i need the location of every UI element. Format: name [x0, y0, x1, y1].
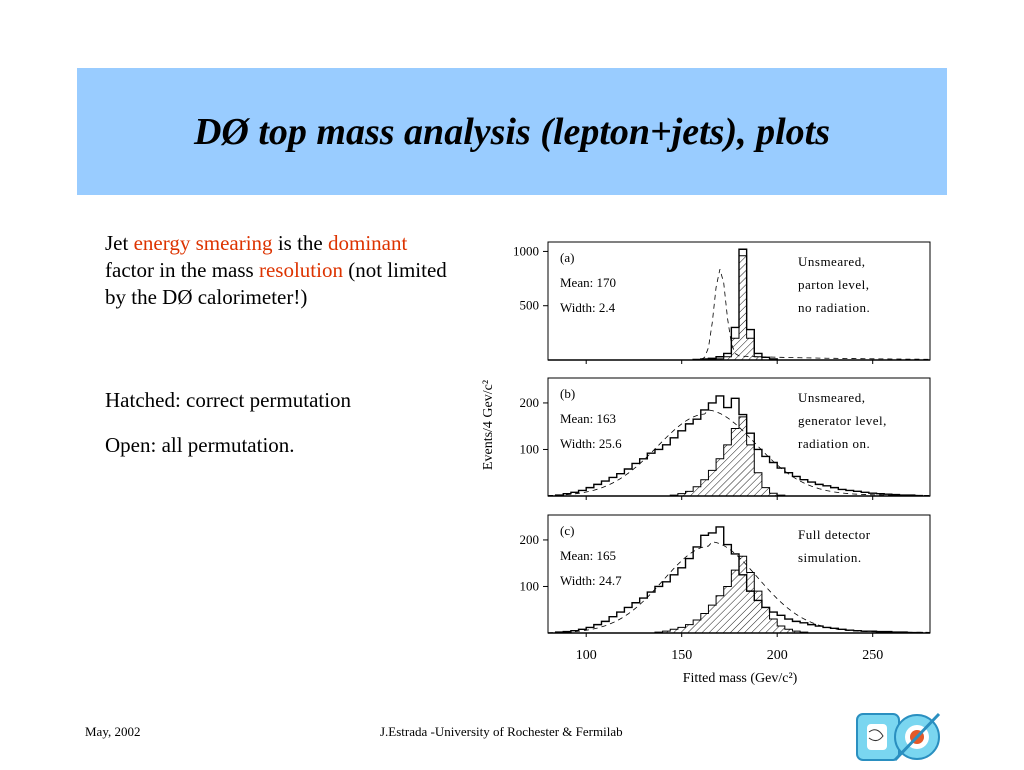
panel-stat: Width: 24.7	[560, 573, 622, 588]
y-tick-label: 200	[520, 532, 540, 547]
panel-label: (b)	[560, 386, 575, 401]
panel-stat: Width: 2.4	[560, 300, 616, 315]
panel-label: (a)	[560, 250, 574, 265]
panel-stat: Mean: 163	[560, 411, 616, 426]
y-tick-label: 500	[520, 298, 540, 313]
panel-stat: Width: 25.6	[560, 436, 622, 451]
body-text: (not limited by the DØ calorimeter!)	[105, 258, 447, 309]
paragraph-open: Open: all permutation.	[105, 433, 295, 457]
open-histogram	[548, 395, 930, 497]
panel-annotation: parton level,	[798, 277, 869, 292]
x-tick-label: 150	[671, 648, 692, 663]
panel-stat: Mean: 165	[560, 548, 616, 563]
histogram-svg: 500 1000 (a) Mean: 170 Width: 2.4 Unsmeared, p…	[481, 241, 931, 686]
dzero-logo	[855, 710, 950, 765]
footer-credit: J.Estrada -University of Rochester & Fer…	[380, 724, 623, 739]
x-tick-label: 200	[767, 648, 788, 663]
panel-label: (c)	[560, 523, 574, 538]
body-text: Jet	[105, 231, 134, 255]
histogram-panel-2: 100 200 (b) Mean: 163 Width: 25.6 Unsmeared, g…	[520, 377, 931, 500]
x-axis-label: Fitted mass (Gev/c²)	[683, 671, 798, 686]
fit-curve	[547, 409, 931, 496]
hatched-histogram	[548, 416, 930, 497]
y-axis-label: Events/4 Gev/c²	[481, 380, 496, 470]
paragraph-energy-smearing: Jet energy smearing is the dominant fact…	[105, 230, 450, 311]
x-tick-label: 250	[862, 648, 883, 663]
x-tick-label: 100	[576, 648, 597, 663]
highlight-term: dominant	[327, 231, 408, 255]
panel-annotation: no radiation.	[798, 300, 870, 315]
body-text: is the	[272, 231, 328, 255]
body-text: factor in the mass	[105, 258, 259, 282]
title-band: DØ top mass analysis (lepton+jets), plot…	[77, 68, 947, 195]
highlight-term: resolution	[258, 258, 343, 282]
text-block: Jet energy smearing is the dominant fact…	[105, 230, 450, 459]
panel-annotation: simulation.	[798, 550, 862, 565]
panel-annotation: Full detector	[798, 527, 871, 542]
panel-annotation: Unsmeared,	[798, 254, 865, 269]
y-tick-label: 1000	[513, 243, 539, 258]
dzero-logo-graphic	[856, 712, 941, 762]
fit-curve	[547, 541, 931, 634]
panel-stat: Mean: 170	[560, 275, 616, 290]
panel-annotation: Unsmeared,	[798, 390, 865, 405]
highlight-term: energy smearing	[133, 231, 273, 255]
paragraph-hatched: Hatched: correct permutation	[105, 388, 352, 412]
footer-date: May, 2002	[85, 724, 141, 739]
slide-title: DØ top mass analysis (lepton+jets), plot…	[193, 110, 831, 153]
panel-annotation: generator level,	[798, 413, 887, 428]
y-tick-label: 100	[520, 578, 540, 593]
histogram-panel-1: 500 1000 (a) Mean: 170 Width: 2.4 Unsmeared, p…	[513, 241, 931, 364]
histogram-panel-3: 100 200 (c) Mean: 165 Width: 24.7 Full detect…	[520, 514, 931, 637]
open-histogram	[548, 248, 930, 361]
panel-annotation: radiation on.	[798, 436, 870, 451]
fit-curve	[548, 269, 931, 361]
mass-histogram-figure: 500 1000 (a) Mean: 170 Width: 2.4 Unsmeared, p…	[470, 235, 940, 690]
y-tick-label: 100	[520, 441, 540, 456]
y-tick-label: 200	[520, 395, 540, 410]
